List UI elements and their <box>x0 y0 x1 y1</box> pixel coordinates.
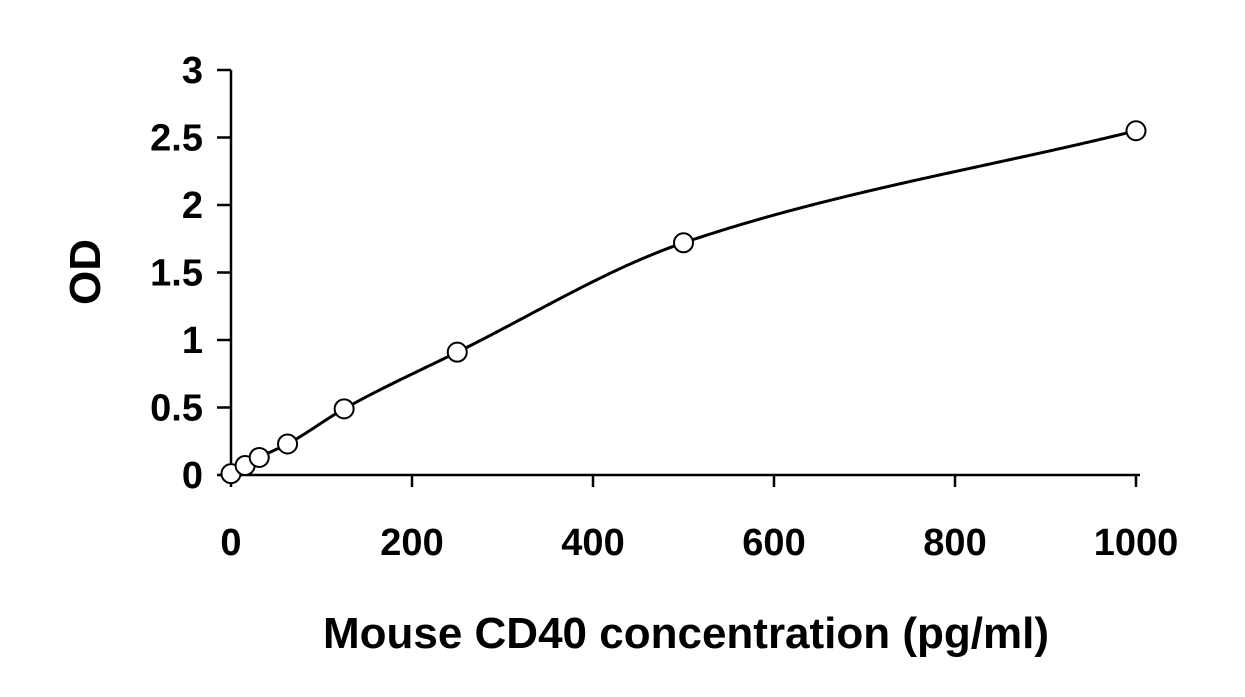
axes <box>219 70 1140 477</box>
data-point <box>248 446 270 468</box>
x-tick-label: 200 <box>380 522 443 564</box>
fit-curve <box>230 129 1137 475</box>
x-tick-label: 0 <box>220 522 241 564</box>
y-axis-title: OD <box>61 239 110 305</box>
y-tick-label: 0 <box>182 455 203 497</box>
data-point <box>277 433 299 455</box>
y-axis-ticks: 0 0.5 1 1.5 2 2.5 3 <box>150 50 231 497</box>
x-tick-label: 600 <box>742 522 805 564</box>
y-tick-label: 3 <box>182 50 203 92</box>
data-points <box>220 120 1147 485</box>
data-point <box>1125 120 1147 142</box>
data-point <box>673 232 694 254</box>
x-tick-label: 400 <box>561 522 624 564</box>
data-point <box>333 398 355 420</box>
y-tick-label: 1.5 <box>150 253 203 295</box>
y-tick-label: 2.5 <box>150 118 203 160</box>
y-tick-label: 1 <box>182 320 203 362</box>
fit-curve-layer <box>230 129 1137 475</box>
data-point <box>446 341 468 363</box>
x-tick-label: 800 <box>923 522 986 564</box>
y-tick-label: 0.5 <box>150 388 203 430</box>
x-tick-label: 1000 <box>1094 522 1179 564</box>
x-axis-ticks: 0 200 400 600 800 1000 <box>220 475 1178 564</box>
x-axis-title: Mouse CD40 concentration (pg/ml) <box>323 609 1049 658</box>
y-tick-label: 2 <box>182 185 203 227</box>
